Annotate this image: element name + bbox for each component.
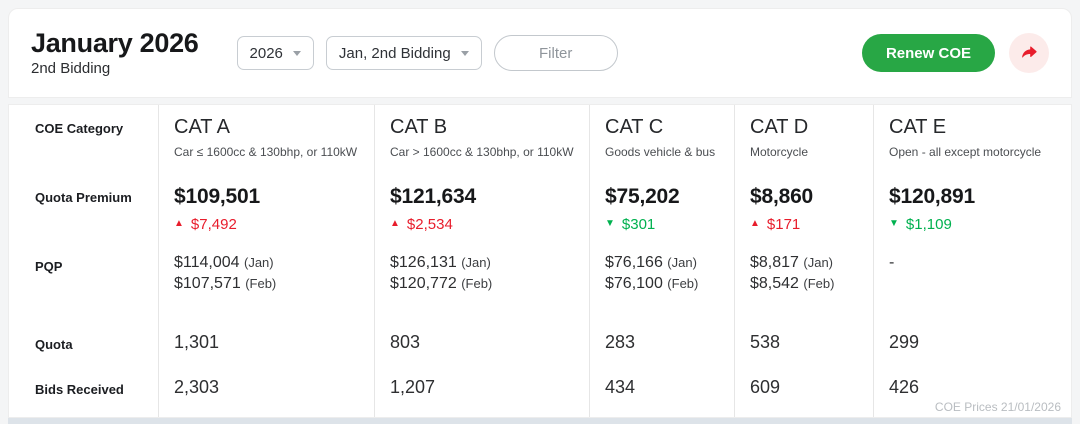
premium-change-value: $2,534 bbox=[406, 215, 453, 233]
row-label-coe-category: COE Category bbox=[35, 121, 124, 136]
pqp-period: (Jan) bbox=[803, 255, 834, 271]
pqp-line: $8,542 (Feb) bbox=[750, 274, 835, 292]
pqp-line: $114,004 (Jan) bbox=[174, 254, 274, 272]
trend-arrow-icon: ▼ bbox=[889, 218, 899, 230]
premium-change: ▲ $2,534 bbox=[390, 216, 589, 233]
bids-received-value: 426 bbox=[889, 377, 920, 398]
filter-button-label: Filter bbox=[539, 44, 573, 62]
category-description: Goods vehicle & bus bbox=[605, 145, 716, 159]
premium-change-value: $171 bbox=[766, 215, 801, 233]
source-note: COE Prices 21/01/2026 bbox=[934, 400, 1061, 414]
pqp-line: $126,131 (Jan) bbox=[390, 254, 491, 272]
premium-change: ▲ $171 bbox=[750, 216, 873, 233]
header-card: January 2026 2nd Bidding 2026 Jan, 2nd B… bbox=[8, 8, 1072, 98]
pqp-line: - bbox=[889, 254, 895, 272]
pqp-line: $8,817 (Jan) bbox=[750, 254, 834, 272]
quota-premium-value: $121,634 bbox=[390, 184, 476, 208]
category-description: Open - all except motorcycle bbox=[889, 145, 1042, 159]
premium-change-value: $301 bbox=[621, 215, 656, 233]
row-label-bids-received: Bids Received bbox=[35, 382, 124, 398]
quota-value: 299 bbox=[889, 331, 920, 352]
category-name: CAT D bbox=[750, 116, 809, 138]
category-name: CAT C bbox=[605, 116, 664, 138]
chevron-down-icon bbox=[292, 50, 301, 56]
pqp-period: (Feb) bbox=[245, 275, 277, 291]
title-block: January 2026 2nd Bidding bbox=[31, 28, 199, 77]
pqp-period: (Jan) bbox=[461, 255, 491, 271]
pqp-line: $107,571 (Feb) bbox=[174, 274, 277, 292]
bids-received-value: 609 bbox=[750, 377, 781, 398]
column-cat-c: CAT C Goods vehicle & bus $75,202 ▼ $301… bbox=[589, 105, 734, 417]
renew-coe-button[interactable]: Renew COE bbox=[861, 34, 995, 72]
pqp-line: $120,772 (Feb) bbox=[390, 274, 493, 292]
trend-arrow-icon: ▲ bbox=[174, 218, 184, 230]
trend-arrow-icon: ▲ bbox=[390, 218, 400, 230]
bids-received-value: 1,207 bbox=[390, 377, 436, 398]
bids-received-value: 434 bbox=[605, 377, 636, 398]
coe-table: COE Category Quota Premium PQP Quota Bid… bbox=[8, 104, 1072, 418]
row-label-quota-premium: Quota Premium bbox=[35, 189, 132, 205]
category-name: CAT E bbox=[889, 116, 947, 138]
premium-change-value: $7,492 bbox=[190, 215, 237, 233]
column-cat-a: CAT A Car ≤ 1600cc & 130bhp, or 110kW $1… bbox=[158, 105, 374, 417]
quota-premium-value: $109,501 bbox=[174, 184, 260, 208]
page-subtitle: 2nd Bidding bbox=[31, 59, 111, 77]
quota-value: 803 bbox=[390, 331, 421, 352]
quota-premium-value: $8,860 bbox=[750, 184, 814, 208]
category-name: CAT B bbox=[390, 116, 448, 138]
column-cat-b: CAT B Car > 1600cc & 130bhp, or 110kW $1… bbox=[374, 105, 589, 417]
quota-value: 283 bbox=[605, 331, 636, 352]
trend-arrow-icon: ▲ bbox=[750, 218, 760, 230]
bids-received-value: 2,303 bbox=[174, 377, 220, 398]
premium-change-value: $1,109 bbox=[905, 215, 952, 233]
bottom-divider bbox=[8, 418, 1072, 424]
category-description: Car ≤ 1600cc & 130bhp, or 110kW bbox=[174, 145, 358, 159]
pqp-period: (Feb) bbox=[461, 275, 493, 291]
chevron-down-icon bbox=[460, 50, 469, 56]
quota-premium-value: $120,891 bbox=[889, 184, 975, 208]
premium-change: ▼ $1,109 bbox=[889, 216, 1071, 233]
header-controls: 2026 Jan, 2nd Bidding Filter bbox=[236, 35, 618, 71]
year-dropdown-value: 2026 bbox=[249, 44, 283, 62]
premium-change: ▼ $301 bbox=[605, 216, 734, 233]
pqp-period: (Feb) bbox=[803, 275, 835, 291]
share-forward-icon bbox=[1022, 46, 1037, 58]
premium-change: ▲ $7,492 bbox=[174, 216, 374, 233]
year-dropdown[interactable]: 2026 bbox=[236, 36, 314, 70]
quota-value: 538 bbox=[750, 331, 781, 352]
pqp-period: (Jan) bbox=[667, 255, 697, 271]
bidding-dropdown[interactable]: Jan, 2nd Bidding bbox=[325, 36, 482, 70]
filter-button[interactable]: Filter bbox=[493, 35, 618, 71]
page-title: January 2026 bbox=[31, 28, 199, 59]
pqp-line: $76,166 (Jan) bbox=[605, 254, 697, 272]
row-label-pqp: PQP bbox=[35, 259, 63, 275]
quota-premium-value: $75,202 bbox=[605, 184, 680, 208]
quota-value: 1,301 bbox=[174, 331, 220, 352]
category-name: CAT A bbox=[174, 116, 230, 138]
row-labels-column: COE Category Quota Premium PQP Quota Bid… bbox=[9, 105, 158, 417]
column-cat-d: CAT D Motorcycle $8,860 ▲ $171 $8,817 (J… bbox=[734, 105, 873, 417]
column-cat-e: CAT E Open - all except motorcycle $120,… bbox=[873, 105, 1071, 417]
pqp-period: (Jan) bbox=[244, 255, 274, 271]
header-actions: Renew COE bbox=[861, 33, 1049, 73]
bidding-dropdown-value: Jan, 2nd Bidding bbox=[338, 44, 451, 62]
category-description: Car > 1600cc & 130bhp, or 110kW bbox=[390, 145, 574, 159]
share-button[interactable] bbox=[1009, 33, 1049, 73]
pqp-period: (Feb) bbox=[667, 275, 699, 291]
category-description: Motorcycle bbox=[750, 145, 809, 159]
pqp-line: $76,100 (Feb) bbox=[605, 274, 699, 292]
row-label-quota: Quota bbox=[35, 336, 73, 352]
trend-arrow-icon: ▼ bbox=[605, 218, 615, 230]
